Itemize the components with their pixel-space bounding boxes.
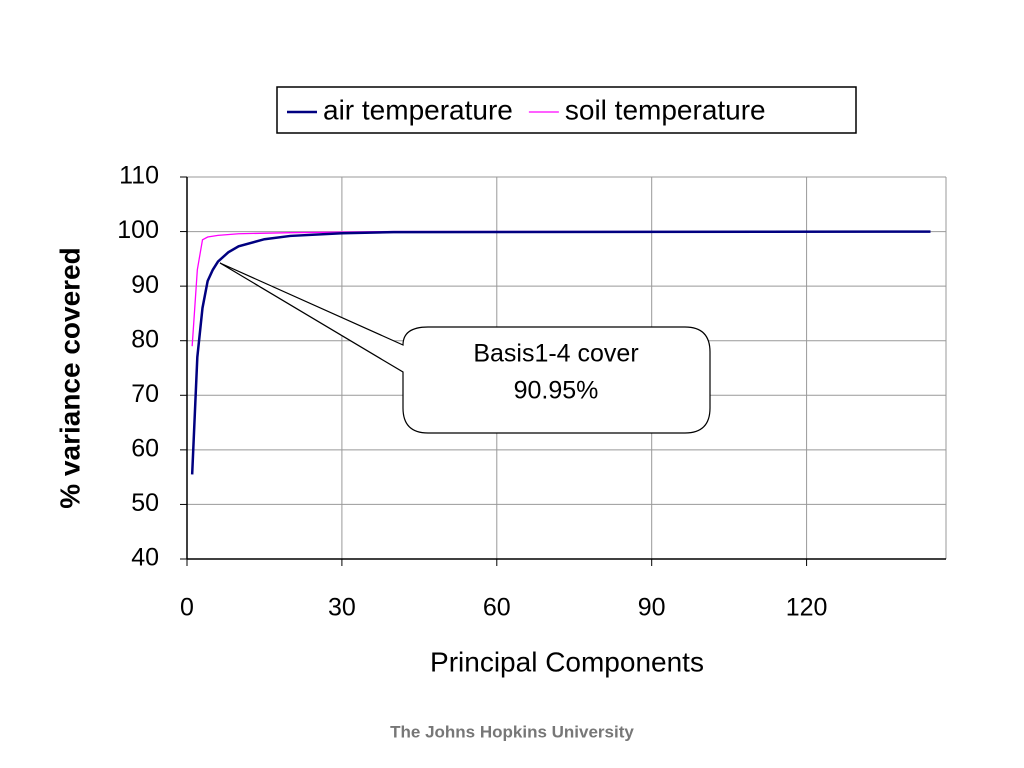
y-tick-label: 90 [131, 271, 159, 299]
y-tick-label: 50 [131, 489, 159, 517]
annotation: Basis1-4 cover [473, 340, 638, 368]
x-tick-label: 30 [328, 594, 356, 622]
y-tick-label: 110 [119, 162, 159, 190]
footer: The Johns Hopkins University [390, 722, 634, 741]
y-tick-label: 100 [117, 216, 159, 244]
series-line [190, 230, 931, 475]
y-tick-label: 80 [131, 325, 159, 353]
x-tick-label: 90 [638, 594, 666, 622]
callout [219, 262, 711, 434]
legend-label: air temperature [323, 94, 513, 125]
y-tick-label: 70 [131, 380, 159, 408]
x-tick-label: 120 [786, 594, 828, 622]
y-tick-label: 40 [131, 544, 159, 572]
x-axis-label: Principal Components [430, 646, 704, 677]
y-tick-label: 60 [131, 434, 159, 462]
y-axis-label: % variance covered [54, 247, 85, 509]
legend-label: soil temperature [565, 94, 766, 125]
x-tick-label: 0 [180, 594, 194, 622]
legend-box [276, 86, 857, 134]
x-tick-label: 60 [483, 594, 511, 622]
annotation: 90.95% [514, 377, 599, 405]
